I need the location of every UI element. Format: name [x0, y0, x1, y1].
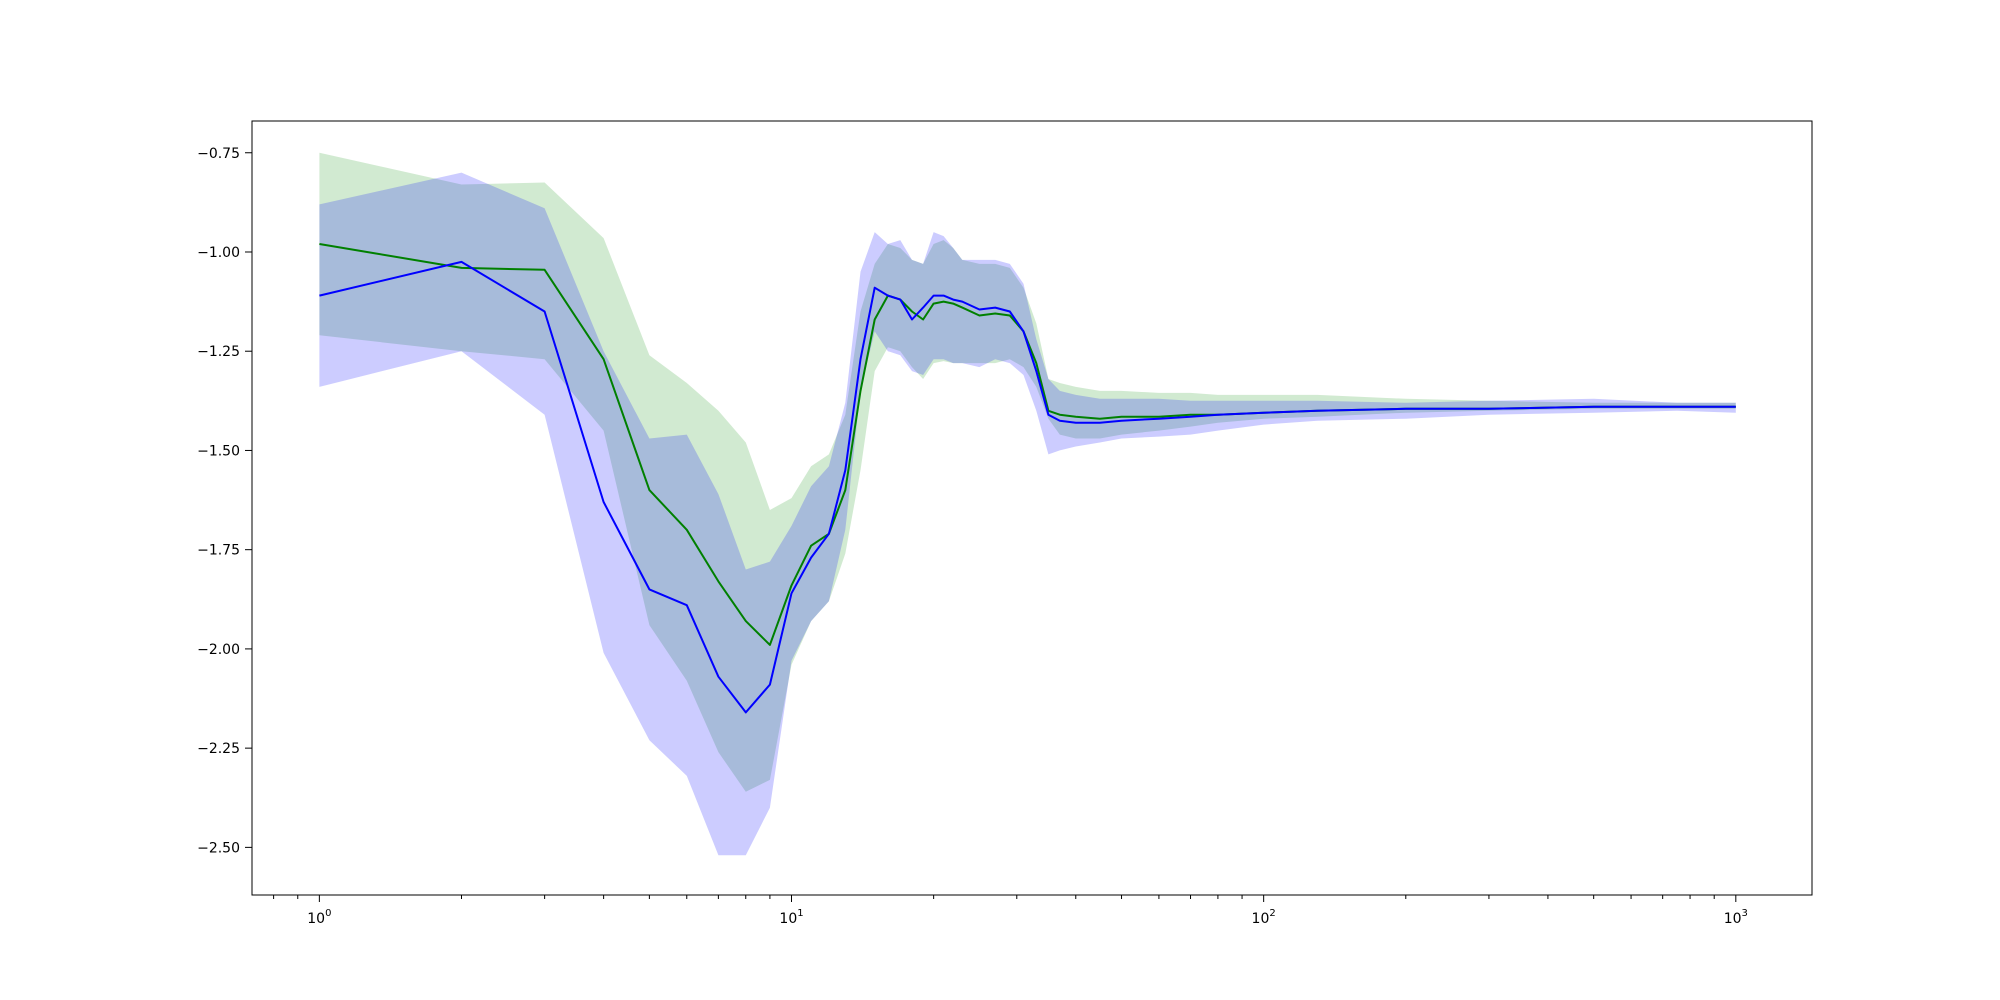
x-axis: 100 101 102 103 [273, 895, 1748, 927]
x-tick-label-exponent: 3 [1742, 908, 1748, 919]
line-series-2 [319, 260, 1736, 714]
y-tick-label: −0.75 [197, 146, 240, 162]
x-tick-label: 103 [1724, 908, 1748, 927]
x-tick-label-base: 10 [779, 911, 797, 927]
y-tick-label: −1.25 [197, 344, 240, 360]
x-tick-label-exponent: 2 [1269, 908, 1275, 919]
x-tick-label-base: 10 [1252, 911, 1270, 927]
band-series-2 [319, 172, 1736, 856]
y-tick-label: −2.25 [197, 741, 240, 757]
x-tick-label: 102 [1252, 908, 1276, 927]
band-series-1 [319, 152, 1736, 792]
y-tick-label: −2.00 [197, 642, 240, 658]
x-tick-label: 101 [779, 908, 803, 927]
series-lines [319, 243, 1736, 714]
x-tick-label-exponent: 1 [797, 908, 803, 919]
y-tick-label: −1.00 [197, 245, 240, 261]
confidence-bands [319, 152, 1736, 856]
x-tick-label-base: 10 [1724, 911, 1742, 927]
y-tick-label: −2.50 [197, 840, 240, 856]
y-tick-label: −1.50 [197, 443, 240, 459]
y-axis: −0.75 −1.00 −1.25 −1.50 −1.75 −2.00 −2.25 −2.50 [197, 146, 252, 856]
x-tick-label-base: 10 [307, 911, 325, 927]
plot-frame [251, 120, 1813, 896]
x-tick-label: 100 [307, 908, 331, 927]
x-tick-label-exponent: 0 [325, 908, 331, 919]
y-tick-label: −1.75 [197, 543, 240, 559]
